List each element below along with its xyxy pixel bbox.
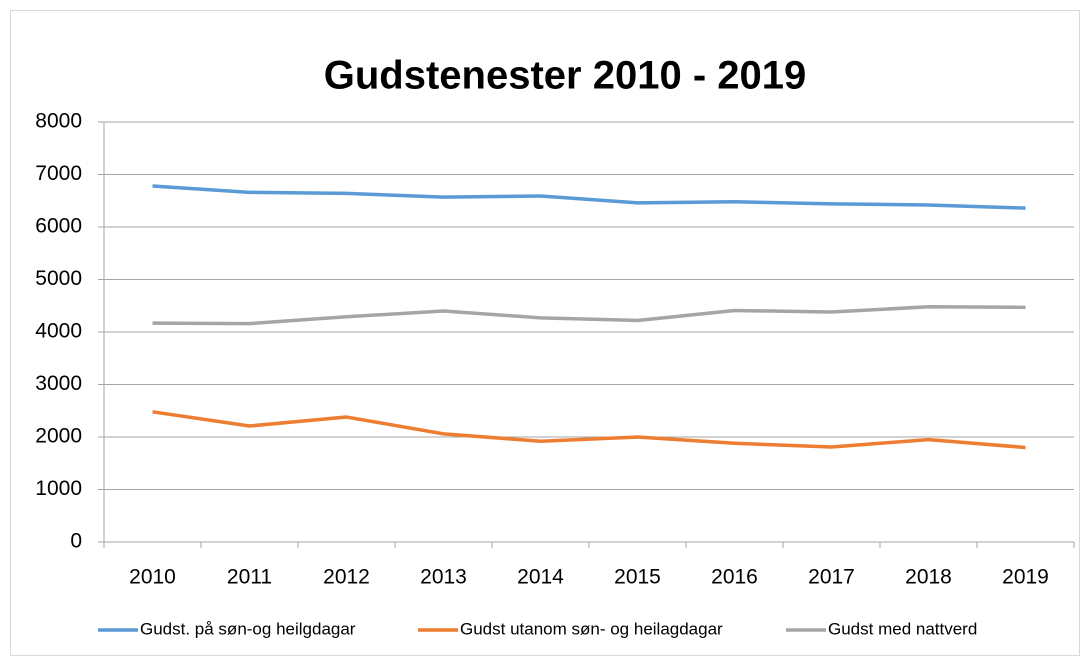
y-tick-label: 8000 <box>35 110 82 133</box>
legend-label: Gudst. på søn-og heilgdagar <box>140 619 356 638</box>
x-tick-label: 2018 <box>905 566 952 589</box>
y-tick-label: 7000 <box>35 162 82 185</box>
legend-label: Gudst utanom søn- og heilagdagar <box>460 619 723 638</box>
y-tick-label: 1000 <box>35 477 82 500</box>
y-tick-label: 0 <box>70 530 82 553</box>
legend-label: Gudst med nattverd <box>828 619 977 638</box>
x-tick-label: 2016 <box>711 566 758 589</box>
x-tick-label: 2015 <box>614 566 661 589</box>
chart-border <box>10 10 1080 656</box>
x-tick-label: 2014 <box>517 566 564 589</box>
y-tick-label: 4000 <box>35 320 82 343</box>
x-tick-label: 2017 <box>808 566 855 589</box>
x-tick-label: 2013 <box>420 566 467 589</box>
y-tick-label: 3000 <box>35 372 82 395</box>
y-tick-label: 2000 <box>35 425 82 448</box>
x-tick-label: 2010 <box>129 566 176 589</box>
x-tick-label: 2019 <box>1002 566 1049 589</box>
y-tick-label: 6000 <box>35 215 82 238</box>
series-line <box>152 410 1026 450</box>
x-tick-label: 2012 <box>323 566 370 589</box>
y-tick-label: 5000 <box>35 267 82 290</box>
series-line <box>152 305 1026 326</box>
x-tick-label: 2011 <box>227 566 272 589</box>
chart-title: Gudstenester 2010 - 2019 <box>324 54 806 98</box>
series-line <box>152 184 1026 210</box>
